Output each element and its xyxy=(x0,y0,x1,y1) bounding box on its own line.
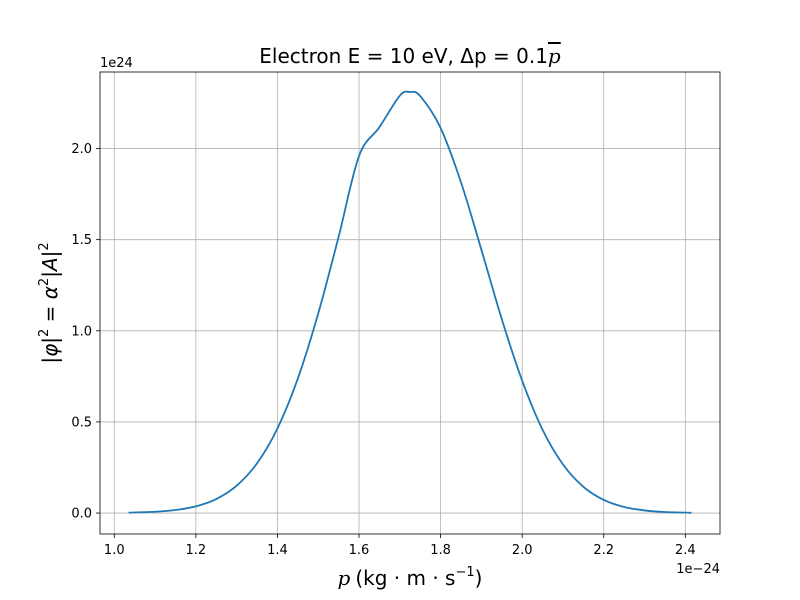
axis-ticks: 1.0 1.2 1.4 1.6 1.8 2.0 2.2 2.4 0.0 0.5 1.0 1.5 2.0 xyxy=(71,142,695,558)
chart-title-text: Electron E = 10 eV, Δp = 0.1 xyxy=(259,44,548,68)
x-tick-label: 1.0 xyxy=(104,543,125,558)
x-scale-offset-label: 1e−24 xyxy=(676,562,720,577)
x-axis-label: p (kg · m · s−1) xyxy=(338,565,483,590)
y-tick-label: 1.0 xyxy=(71,324,92,339)
y-scale-offset-label: 1e24 xyxy=(100,56,133,71)
y-tick-label: 0.5 xyxy=(71,415,92,430)
x-tick-label: 1.2 xyxy=(186,543,207,558)
x-tick-label: 2.4 xyxy=(675,543,696,558)
y-axis-label-exp2: 2 xyxy=(37,278,52,286)
y-tick-label: 2.0 xyxy=(71,142,92,157)
y-axis-label-exp1: 2 xyxy=(37,329,52,337)
x-tick-label: 1.4 xyxy=(267,543,288,558)
series-layer xyxy=(128,90,692,514)
x-axis-label-close: ) xyxy=(475,566,483,590)
y-axis-label-exp3: 2 xyxy=(37,242,52,250)
plot-area-frame xyxy=(99,71,721,535)
y-tick-label: 1.5 xyxy=(71,233,92,248)
y-axis-label-part3: |A| xyxy=(38,251,62,278)
x-tick-label: 2.0 xyxy=(512,543,533,558)
x-axis-label-var: p xyxy=(338,566,351,590)
y-axis-label-part1: |φ| xyxy=(38,337,62,364)
chart-title-symbol: p xyxy=(548,44,561,68)
x-tick-label: 2.2 xyxy=(593,543,614,558)
x-tick-label: 1.6 xyxy=(349,543,370,558)
grid-lines xyxy=(100,72,720,534)
x-axis-label-exp: −1 xyxy=(455,565,474,580)
x-axis-label-unit: (kg · m · s xyxy=(355,566,455,590)
chart-title: Electron E = 10 eV, Δp = 0.1p xyxy=(259,44,561,68)
y-axis-label: |φ|2 = α2|A|2 xyxy=(37,242,62,363)
series-line xyxy=(128,90,692,514)
y-tick-label: 0.0 xyxy=(71,507,92,522)
x-tick-label: 1.8 xyxy=(430,543,451,558)
y-axis-label-part2: = α xyxy=(38,286,62,329)
